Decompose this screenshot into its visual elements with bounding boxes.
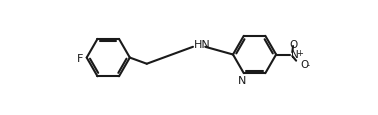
Text: N: N [291, 50, 299, 60]
Text: O: O [301, 59, 309, 69]
Text: -: - [306, 60, 309, 69]
Text: N: N [238, 75, 246, 85]
Text: +: + [296, 48, 303, 57]
Text: HN: HN [194, 40, 211, 50]
Text: O: O [290, 39, 298, 49]
Text: F: F [77, 53, 84, 63]
